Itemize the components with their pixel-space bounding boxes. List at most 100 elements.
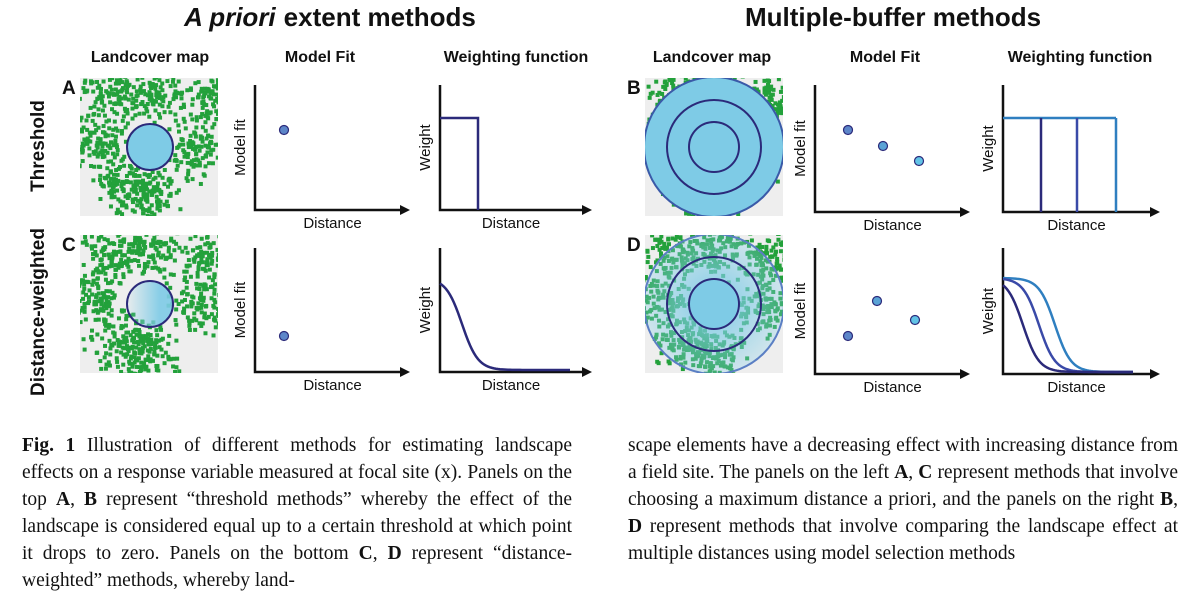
land-patch: [777, 100, 782, 105]
land-patch: [115, 338, 120, 343]
land-patch: [194, 151, 199, 156]
land-patch: [165, 225, 169, 229]
land-patch: [156, 368, 161, 373]
land-patch: [115, 181, 120, 186]
land-patch: [207, 245, 212, 250]
land-patch: [679, 78, 684, 79]
land-patch: [670, 81, 675, 86]
land-patch: [640, 75, 644, 79]
land-patch: [111, 330, 116, 335]
land-patch: [764, 248, 769, 253]
land-patch: [110, 78, 115, 81]
land-patch: [111, 249, 116, 254]
land-patch: [134, 98, 139, 103]
land-patch: [132, 340, 137, 345]
land-patch: [194, 305, 199, 310]
land-patch: [126, 256, 131, 261]
land-patch: [758, 245, 763, 250]
land-patch: [634, 146, 638, 150]
land-patch: [143, 367, 148, 372]
land-patch: [85, 88, 90, 93]
land-patch: [801, 249, 805, 253]
land-patch: [694, 78, 699, 79]
land-patch: [119, 184, 124, 189]
land-patch: [115, 359, 120, 364]
land-patch: [157, 208, 162, 213]
land-patch: [135, 182, 140, 187]
land-patch: [145, 213, 150, 216]
land-patch: [158, 244, 163, 249]
land-patch: [132, 209, 137, 214]
land-patch: [80, 138, 81, 143]
land-patch: [139, 197, 144, 202]
land-patch: [141, 89, 146, 94]
arrow: [582, 205, 592, 215]
land-patch: [192, 130, 197, 135]
land-patch: [225, 80, 229, 84]
land-patch: [158, 222, 162, 226]
land-patch: [216, 312, 218, 317]
land-patch: [650, 246, 655, 251]
land-patch: [98, 307, 103, 312]
land-patch: [114, 356, 119, 361]
land-patch: [212, 317, 217, 322]
land-patch: [193, 134, 198, 139]
land-patch: [153, 219, 157, 223]
land-patch: [188, 274, 193, 279]
land-patch: [218, 305, 222, 309]
land-patch: [80, 129, 84, 134]
land-patch: [653, 237, 658, 242]
land-patch: [212, 122, 217, 127]
land-patch: [121, 362, 126, 367]
land-patch: [220, 173, 224, 177]
land-patch: [102, 237, 107, 242]
land-patch: [117, 231, 121, 235]
land-patch: [784, 267, 788, 271]
land-patch: [166, 249, 171, 254]
land-patch: [98, 86, 103, 91]
land-patch: [121, 187, 126, 192]
land-patch: [110, 107, 115, 112]
land-patch: [157, 78, 162, 83]
land-patch: [130, 364, 135, 369]
land-patch: [154, 188, 159, 193]
land-patch: [68, 128, 72, 132]
land-patch: [147, 80, 152, 85]
land-patch: [91, 280, 96, 285]
land-patch: [127, 163, 132, 168]
land-patch: [708, 378, 712, 382]
land-patch: [656, 361, 661, 366]
land-patch: [209, 134, 214, 139]
land-patch: [141, 186, 146, 191]
land-patch: [133, 179, 138, 184]
land-patch: [104, 298, 109, 303]
land-patch: [134, 332, 139, 337]
land-patch: [144, 235, 149, 237]
land-patch: [96, 107, 101, 112]
land-patch: [92, 164, 97, 169]
land-patch: [657, 240, 662, 245]
column-header: Landcover map: [91, 49, 209, 66]
land-patch: [199, 302, 204, 307]
land-patch: [166, 341, 171, 346]
land-patch: [107, 228, 111, 232]
land-patch: [123, 354, 128, 359]
land-patch: [640, 140, 644, 144]
land-patch: [144, 106, 149, 111]
land-patch: [150, 101, 155, 106]
land-patch: [186, 258, 191, 263]
land-patch: [138, 84, 143, 89]
land-patch: [145, 264, 150, 269]
land-patch: [184, 263, 189, 268]
land-patch: [102, 253, 107, 258]
land-patch: [94, 128, 99, 133]
land-patch: [89, 73, 93, 77]
land-patch: [184, 176, 189, 181]
land-patch: [139, 218, 143, 222]
land-patch: [203, 285, 208, 290]
land-patch: [122, 227, 126, 231]
land-patch: [213, 300, 218, 305]
land-patch: [120, 86, 125, 91]
land-patch: [133, 238, 138, 243]
land-patch: [141, 71, 145, 75]
